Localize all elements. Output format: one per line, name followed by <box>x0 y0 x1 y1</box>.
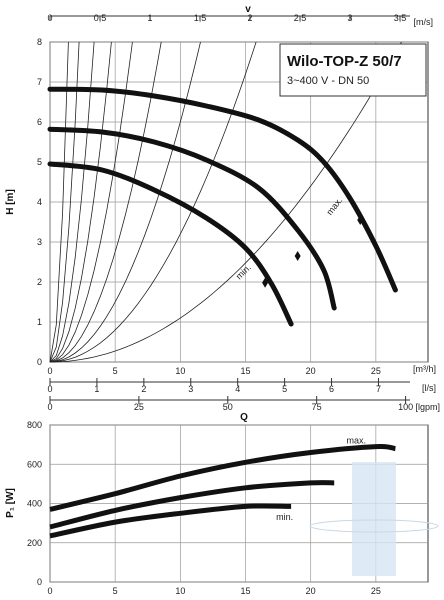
chart-title: Wilo-TOP-Z 50/7 <box>287 53 402 70</box>
system-curve <box>49 41 112 363</box>
h-tick-label: 2 <box>37 277 42 287</box>
h-tick-label: 0 <box>37 357 42 367</box>
velocity-tick-label: 3 <box>347 13 352 23</box>
velocity-tick-label: 0 <box>47 13 52 23</box>
power-q-tick-label: 5 <box>113 586 118 596</box>
lgpm-ticks: 0 25 50 75 100 <box>47 396 413 412</box>
ls-axis: 0 1 2 3 4 5 6 7 [l/s] <box>47 378 436 394</box>
system-curve <box>49 41 133 363</box>
lgpm-tick-label: 75 <box>312 402 322 412</box>
lgpm-tick-label: 25 <box>134 402 144 412</box>
system-curve <box>49 41 201 363</box>
velocity-tick-label: 0,5 <box>94 13 107 23</box>
h-tick-label: 5 <box>37 157 42 167</box>
q-tick-label: 15 <box>241 366 251 376</box>
title-box: Wilo-TOP-Z 50/7 3~400 V - DN 50 <box>279 43 427 97</box>
velocity-ticks: 0 0,5 1 1,5 2 2,5 3 3,5 <box>47 13 406 23</box>
h-tick-label: 1 <box>37 317 42 327</box>
power-curve-max <box>49 443 396 512</box>
power-q-ticks: 0 5 10 15 20 25 <box>47 586 380 596</box>
q-tick-label: 10 <box>175 366 185 376</box>
q-tick-label: 25 <box>371 366 381 376</box>
power-tick-label: 200 <box>27 538 42 548</box>
operating-point-marker <box>357 215 364 225</box>
operating-point-marker <box>294 251 301 261</box>
power-q-tick-label: 0 <box>47 586 52 596</box>
ls-tick-label: 6 <box>329 384 334 394</box>
q-axis-label: Q <box>240 412 248 423</box>
power-curve-mid <box>49 480 335 530</box>
lgpm-tick-label: 100 <box>398 402 413 412</box>
pump-curve-max <box>47 86 398 293</box>
ls-tick-label: 7 <box>376 384 381 394</box>
q-tick-label: 20 <box>306 366 316 376</box>
top-series: max.min. <box>47 86 398 327</box>
velocity-axis: 0 0,5 1 1,5 2 2,5 3 3,5 v [m/s] <box>47 4 433 27</box>
power-axis-label: P₁ [W] <box>5 488 16 518</box>
power-chart: max. min. 0 200 400 600 800 0 5 10 15 20 25 <box>27 420 439 596</box>
power-curve-min <box>49 503 292 539</box>
watermark <box>309 462 439 576</box>
ls-tick-label: 4 <box>235 384 240 394</box>
system-curve <box>49 41 402 363</box>
pump-curve-mid <box>47 126 337 311</box>
power-series: max. min. <box>49 436 396 539</box>
power-tick-label: 600 <box>27 459 42 469</box>
system-curve <box>49 41 257 363</box>
h-axis-ticks: 0 1 2 3 4 5 6 7 8 <box>37 37 42 367</box>
lgpm-tick-label: 0 <box>47 402 52 412</box>
lgpm-axis: 0 25 50 75 100 [lgpm] <box>47 396 440 412</box>
q-unit-lgpm: [lgpm] <box>415 402 440 412</box>
velocity-tick-label: 2 <box>247 13 252 23</box>
velocity-unit: [m/s] <box>414 17 434 27</box>
q-axis-ticks: 0 5 10 15 20 25 <box>47 366 380 376</box>
power-label-max: max. <box>347 436 367 446</box>
h-tick-label: 7 <box>37 77 42 87</box>
power-q-tick-label: 25 <box>371 586 381 596</box>
chart-subtitle: 3~400 V - DN 50 <box>287 75 369 87</box>
system-curve <box>49 41 162 363</box>
h-tick-label: 4 <box>37 197 42 207</box>
h-axis-label: H [m] <box>5 189 16 215</box>
h-tick-label: 6 <box>37 117 42 127</box>
ls-tick-label: 2 <box>141 384 146 394</box>
power-q-tick-label: 10 <box>175 586 185 596</box>
ls-tick-label: 0 <box>47 384 52 394</box>
operating-markers <box>262 215 364 288</box>
h-tick-label: 8 <box>37 37 42 47</box>
q-tick-label: 0 <box>47 366 52 376</box>
power-q-tick-label: 15 <box>241 586 251 596</box>
power-tick-label: 0 <box>37 577 42 587</box>
ls-tick-label: 5 <box>282 384 287 394</box>
velocity-tick-label: 2,5 <box>294 13 307 23</box>
q-tick-label: 5 <box>113 366 118 376</box>
velocity-tick-label: 1,5 <box>194 13 207 23</box>
pump-curve-min <box>47 161 294 327</box>
lgpm-tick-label: 50 <box>223 402 233 412</box>
q-unit-ls: [l/s] <box>422 383 436 393</box>
operating-point-marker <box>262 277 269 288</box>
power-label-min: min. <box>276 512 293 522</box>
power-tick-label: 800 <box>27 420 42 430</box>
power-tick-label: 400 <box>27 499 42 509</box>
velocity-tick-label: 1 <box>147 13 152 23</box>
power-q-tick-label: 20 <box>306 586 316 596</box>
ls-tick-label: 3 <box>188 384 193 394</box>
velocity-axis-label: v <box>245 4 251 15</box>
ls-tick-label: 1 <box>94 384 99 394</box>
ls-ticks: 0 1 2 3 4 5 6 7 <box>47 378 381 394</box>
power-axis-ticks: 0 200 400 600 800 <box>27 420 42 587</box>
h-tick-label: 3 <box>37 237 42 247</box>
velocity-tick-label: 3,5 <box>394 13 407 23</box>
q-unit-m3h: [m³/h] <box>413 364 436 374</box>
system-curve <box>49 41 95 363</box>
system-curve <box>49 41 80 363</box>
